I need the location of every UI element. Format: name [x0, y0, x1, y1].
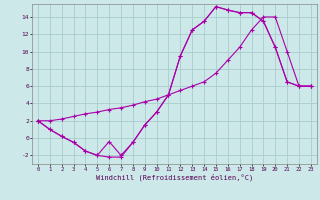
X-axis label: Windchill (Refroidissement éolien,°C): Windchill (Refroidissement éolien,°C): [96, 173, 253, 181]
